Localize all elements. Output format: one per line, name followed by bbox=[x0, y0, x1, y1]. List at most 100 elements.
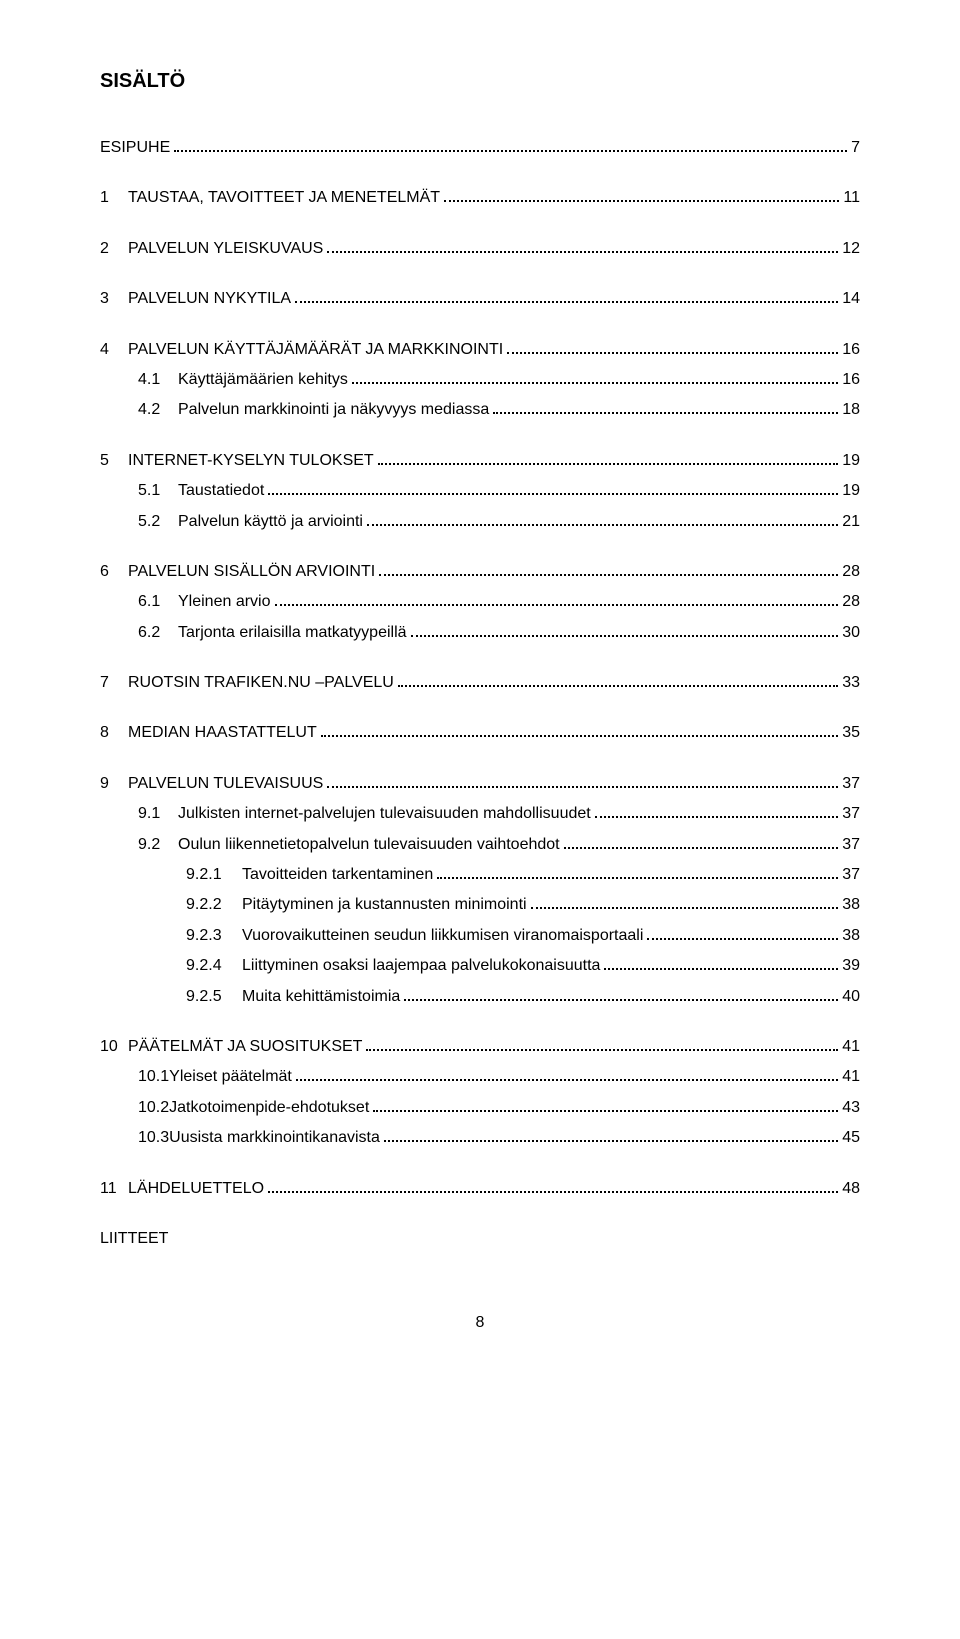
toc-page-number: 12 bbox=[842, 234, 860, 264]
toc-leader-dots bbox=[507, 352, 838, 354]
page-title: SISÄLTÖ bbox=[100, 70, 860, 93]
toc-number: 9.2.2 bbox=[186, 890, 242, 920]
toc-chapter: 2PALVELUN YLEISKUVAUS 12 bbox=[100, 234, 860, 264]
toc-page-number: 18 bbox=[842, 395, 860, 425]
toc-number: 6 bbox=[100, 557, 128, 587]
toc-page-number: 7 bbox=[851, 133, 860, 163]
toc-number: 10.2 bbox=[138, 1093, 169, 1123]
toc-leader-dots bbox=[564, 847, 839, 849]
toc-number: 9.2.3 bbox=[186, 921, 242, 951]
toc-number: 2 bbox=[100, 234, 128, 264]
toc-page-number: 37 bbox=[842, 830, 860, 860]
toc-subsection: 10.1Yleiset päätelmät41 bbox=[100, 1062, 860, 1092]
toc-page-number: 37 bbox=[842, 769, 860, 799]
toc-leader-dots bbox=[275, 604, 839, 606]
toc-subsection: 9.1Julkisten internet-palvelujen tulevai… bbox=[100, 799, 860, 829]
toc-chapter: 8MEDIAN HAASTATTELUT35 bbox=[100, 718, 860, 748]
toc-label: LÄHDELUETTELO bbox=[128, 1174, 264, 1204]
toc-label: RUOTSIN TRAFIKEN.NU –PALVELU bbox=[128, 668, 394, 698]
toc-leader-dots bbox=[366, 1049, 838, 1051]
toc-subsection: 4.2Palvelun markkinointi ja näkyvyys med… bbox=[100, 395, 860, 425]
toc-subsection: 4.1Käyttäjämäärien kehitys 16 bbox=[100, 365, 860, 395]
toc-number: 1 bbox=[100, 183, 128, 213]
toc-label: MEDIAN HAASTATTELUT bbox=[128, 718, 317, 748]
toc-number: 4.1 bbox=[138, 365, 178, 395]
table-of-contents: ESIPUHE71TAUSTAA, TAVOITTEET JA MENETELM… bbox=[100, 133, 860, 1254]
toc-number: 9.2.5 bbox=[186, 982, 242, 1012]
toc-label: Liittyminen osaksi laajempaa palvelukoko… bbox=[242, 951, 600, 981]
toc-page-number: 11 bbox=[843, 183, 860, 213]
toc-leader-dots bbox=[437, 877, 838, 879]
toc-subsubsection: 9.2.4Liittyminen osaksi laajempaa palvel… bbox=[100, 951, 860, 981]
toc-subsubsection: 9.2.5Muita kehittämistoimia40 bbox=[100, 982, 860, 1012]
toc-label: Tarjonta erilaisilla matkatyypeillä bbox=[178, 618, 407, 648]
toc-number: 5.2 bbox=[138, 507, 178, 537]
toc-page-number: 28 bbox=[842, 587, 860, 617]
toc-page-number: 43 bbox=[842, 1093, 860, 1123]
toc-subsection: 5.1Taustatiedot19 bbox=[100, 476, 860, 506]
toc-label: Julkisten internet-palvelujen tulevaisuu… bbox=[178, 799, 591, 829]
toc-number: 5 bbox=[100, 446, 128, 476]
toc-number: 6.2 bbox=[138, 618, 178, 648]
toc-page-number: 38 bbox=[842, 890, 860, 920]
toc-page-number: 28 bbox=[842, 557, 860, 587]
toc-label: Uusista markkinointikanavista bbox=[169, 1123, 380, 1153]
toc-leader-dots bbox=[444, 200, 839, 202]
toc-subsubsection: 9.2.1Tavoitteiden tarkentaminen37 bbox=[100, 860, 860, 890]
toc-page-number: 48 bbox=[842, 1174, 860, 1204]
toc-leader-dots bbox=[373, 1110, 838, 1112]
toc-number: 3 bbox=[100, 284, 128, 314]
toc-chapter: 4PALVELUN KÄYTTÄJÄMÄÄRÄT JA MARKKINOINTI… bbox=[100, 335, 860, 365]
toc-subsubsection: 9.2.2Pitäytyminen ja kustannusten minimo… bbox=[100, 890, 860, 920]
toc-chapter: 3PALVELUN NYKYTILA 14 bbox=[100, 284, 860, 314]
toc-label: Yleinen arvio bbox=[178, 587, 271, 617]
toc-label: Käyttäjämäärien kehitys bbox=[178, 365, 348, 395]
toc-chapter: ESIPUHE 7 bbox=[100, 133, 860, 163]
toc-page-number: 33 bbox=[842, 668, 860, 698]
toc-leader-dots bbox=[327, 251, 838, 253]
toc-leader-dots bbox=[647, 938, 838, 940]
toc-number: 11 bbox=[100, 1174, 128, 1204]
toc-page-number: 19 bbox=[842, 446, 860, 476]
toc-leader-dots bbox=[384, 1140, 838, 1142]
toc-leader-dots bbox=[327, 786, 838, 788]
toc-page-number: 37 bbox=[842, 860, 860, 890]
toc-label: PALVELUN NYKYTILA bbox=[128, 284, 291, 314]
toc-leader-dots bbox=[295, 301, 838, 303]
toc-page-number: 37 bbox=[842, 799, 860, 829]
toc-label: PALVELUN SISÄLLÖN ARVIOINTI bbox=[128, 557, 375, 587]
toc-label: PÄÄTELMÄT JA SUOSITUKSET bbox=[128, 1032, 362, 1062]
toc-label: Pitäytyminen ja kustannusten minimointi bbox=[242, 890, 527, 920]
toc-leader-dots bbox=[404, 999, 838, 1001]
toc-chapter: 6PALVELUN SISÄLLÖN ARVIOINTI 28 bbox=[100, 557, 860, 587]
toc-chapter: 5INTERNET-KYSELYN TULOKSET19 bbox=[100, 446, 860, 476]
toc-leader-dots bbox=[367, 524, 838, 526]
toc-leader-dots bbox=[174, 150, 847, 152]
toc-number: 4 bbox=[100, 335, 128, 365]
toc-label: Yleiset päätelmät bbox=[169, 1062, 292, 1092]
toc-label: Oulun liikennetietopalvelun tulevaisuude… bbox=[178, 830, 560, 860]
toc-chapter: 10PÄÄTELMÄT JA SUOSITUKSET 41 bbox=[100, 1032, 860, 1062]
toc-chapter: 9PALVELUN TULEVAISUUS37 bbox=[100, 769, 860, 799]
toc-subsection: 10.2Jatkotoimenpide-ehdotukset43 bbox=[100, 1093, 860, 1123]
toc-number: 5.1 bbox=[138, 476, 178, 506]
toc-number: 4.2 bbox=[138, 395, 178, 425]
toc-leader-dots bbox=[531, 907, 839, 909]
toc-leader-dots bbox=[379, 574, 838, 576]
toc-leader-dots bbox=[268, 1191, 838, 1193]
toc-leader-dots bbox=[268, 493, 838, 495]
toc-page-number: 14 bbox=[842, 284, 860, 314]
toc-label: PALVELUN YLEISKUVAUS bbox=[128, 234, 323, 264]
toc-page-number: 41 bbox=[842, 1032, 860, 1062]
toc-subsection: 5.2Palvelun käyttö ja arviointi21 bbox=[100, 507, 860, 537]
toc-subsubsection: 9.2.3Vuorovaikutteinen seudun liikkumise… bbox=[100, 921, 860, 951]
toc-number: 10 bbox=[100, 1032, 128, 1062]
toc-page-number: 21 bbox=[842, 507, 860, 537]
toc-page-number: 35 bbox=[842, 718, 860, 748]
toc-page-number: 40 bbox=[842, 982, 860, 1012]
toc-page-number: 38 bbox=[842, 921, 860, 951]
toc-page-number: 16 bbox=[842, 365, 860, 395]
toc-label: ESIPUHE bbox=[100, 133, 170, 163]
toc-number: 10.3 bbox=[138, 1123, 169, 1153]
toc-subsection: 10.3Uusista markkinointikanavista45 bbox=[100, 1123, 860, 1153]
